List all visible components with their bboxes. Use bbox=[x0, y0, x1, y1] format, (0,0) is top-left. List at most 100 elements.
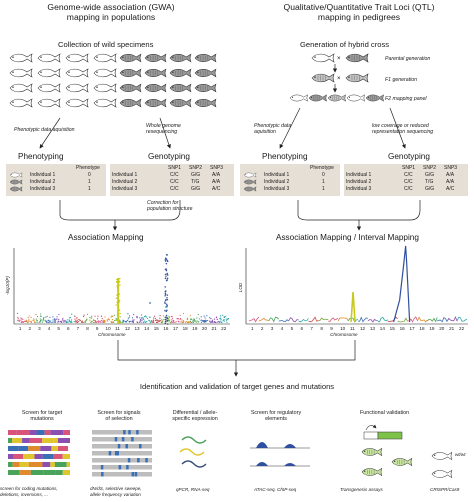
snp-point bbox=[149, 316, 151, 318]
left-genotyping: Genotyping bbox=[148, 152, 190, 161]
snp-point bbox=[89, 319, 91, 321]
chrom-tick-label: 2 bbox=[260, 326, 264, 331]
cross-symbol: × bbox=[337, 56, 341, 62]
merge-line bbox=[297, 200, 421, 221]
snp-point bbox=[119, 312, 121, 315]
fish-icon bbox=[194, 83, 217, 93]
snp-point bbox=[42, 317, 45, 320]
snp-point bbox=[54, 318, 56, 320]
sequence-segment bbox=[55, 470, 63, 475]
fish-icon bbox=[9, 179, 23, 185]
snp-point bbox=[52, 316, 54, 318]
snp-point bbox=[75, 321, 77, 324]
snp-point bbox=[106, 320, 109, 322]
snp-point bbox=[131, 317, 134, 319]
snp-point bbox=[26, 320, 28, 322]
arrow bbox=[279, 107, 301, 149]
snp-point bbox=[202, 319, 204, 322]
snp-point bbox=[73, 321, 75, 323]
s4-title: Screen for regulatory elements bbox=[238, 410, 314, 422]
snp-point bbox=[39, 321, 42, 323]
snp-point bbox=[58, 318, 60, 320]
snp-point bbox=[166, 294, 169, 296]
snp-point bbox=[223, 319, 225, 321]
sequence-segment bbox=[8, 462, 13, 467]
snp-point bbox=[103, 319, 105, 321]
snp-point bbox=[35, 318, 37, 320]
snp-point bbox=[62, 319, 64, 321]
snp-point bbox=[222, 319, 224, 322]
snp-point bbox=[113, 314, 115, 316]
snp-point bbox=[114, 319, 116, 322]
fish-icon bbox=[93, 68, 117, 78]
snp-point bbox=[185, 321, 188, 323]
alignment-row bbox=[92, 458, 152, 463]
chrom-tick-label: 19 bbox=[192, 326, 198, 331]
wt-label: wt/wt bbox=[455, 452, 466, 457]
snp-point bbox=[93, 321, 95, 324]
snp-point bbox=[153, 321, 155, 323]
phenotype-header: Phenotype bbox=[310, 165, 334, 171]
snp-point bbox=[219, 315, 222, 317]
snp-point bbox=[85, 319, 87, 322]
snp-point bbox=[206, 315, 208, 317]
sequence-segment bbox=[8, 454, 14, 459]
chrom-tick-label: 20 bbox=[439, 326, 445, 331]
snp-point bbox=[67, 319, 69, 321]
snp-point bbox=[150, 320, 152, 322]
s2-caption: dN/dS, selective sweepe, allele frequenc… bbox=[90, 486, 142, 498]
phenotype-header: Phenotype bbox=[76, 165, 100, 171]
snp-point bbox=[158, 320, 160, 323]
snp-point bbox=[141, 319, 143, 321]
snp-point bbox=[36, 320, 38, 322]
snp-header: SNP3 bbox=[210, 165, 224, 171]
sequence-segment bbox=[50, 462, 55, 467]
snp-point bbox=[93, 319, 95, 322]
snp-point bbox=[166, 260, 169, 263]
chrom-tick-label: 3 bbox=[38, 326, 41, 331]
snp-point bbox=[36, 321, 38, 323]
snp-point bbox=[146, 317, 149, 319]
snp-point bbox=[94, 319, 96, 322]
individual-label: Individual 3 bbox=[346, 186, 372, 192]
snp-point bbox=[176, 317, 178, 320]
snp-point bbox=[194, 320, 196, 322]
left-collection-label: Collection of wild specimens bbox=[58, 40, 154, 49]
chromatin-peak bbox=[256, 442, 268, 448]
construct-box bbox=[363, 431, 379, 440]
variant-mark bbox=[100, 465, 104, 470]
snp-point bbox=[159, 315, 161, 317]
snp-point bbox=[196, 320, 198, 322]
snp-point bbox=[60, 320, 62, 322]
snp-point bbox=[143, 318, 145, 320]
snp-point bbox=[48, 320, 50, 322]
snp-point bbox=[164, 277, 167, 280]
chrom-tick-label: 16 bbox=[399, 326, 405, 331]
chromatin-peak bbox=[256, 462, 268, 466]
fish-icon bbox=[93, 53, 117, 63]
snp-point bbox=[17, 319, 19, 321]
fish-icon bbox=[346, 94, 365, 102]
snp-point bbox=[59, 321, 61, 323]
snp-point bbox=[156, 320, 158, 322]
snp-point bbox=[136, 321, 139, 324]
chrom-tick-label: 17 bbox=[173, 326, 179, 331]
snp-point bbox=[200, 319, 202, 321]
chrom-tick-label: 7 bbox=[310, 326, 313, 331]
variant-mark bbox=[134, 472, 138, 477]
chrom-tick-label: 4 bbox=[280, 326, 284, 331]
snp-point bbox=[43, 316, 45, 319]
s4-title-line2: elements bbox=[265, 416, 287, 422]
genotype-table bbox=[110, 164, 234, 196]
lod-curve bbox=[268, 316, 279, 323]
snp-point bbox=[22, 318, 24, 321]
sequence-segment bbox=[12, 438, 23, 443]
sequence-segment bbox=[23, 454, 35, 459]
fish-icon bbox=[345, 73, 369, 83]
snp-point bbox=[126, 319, 129, 322]
snp-point bbox=[129, 320, 131, 322]
snp-point bbox=[104, 319, 106, 322]
snp-point bbox=[227, 319, 229, 321]
snp-point bbox=[166, 320, 169, 322]
chrom-tick-label: 12 bbox=[359, 326, 366, 331]
